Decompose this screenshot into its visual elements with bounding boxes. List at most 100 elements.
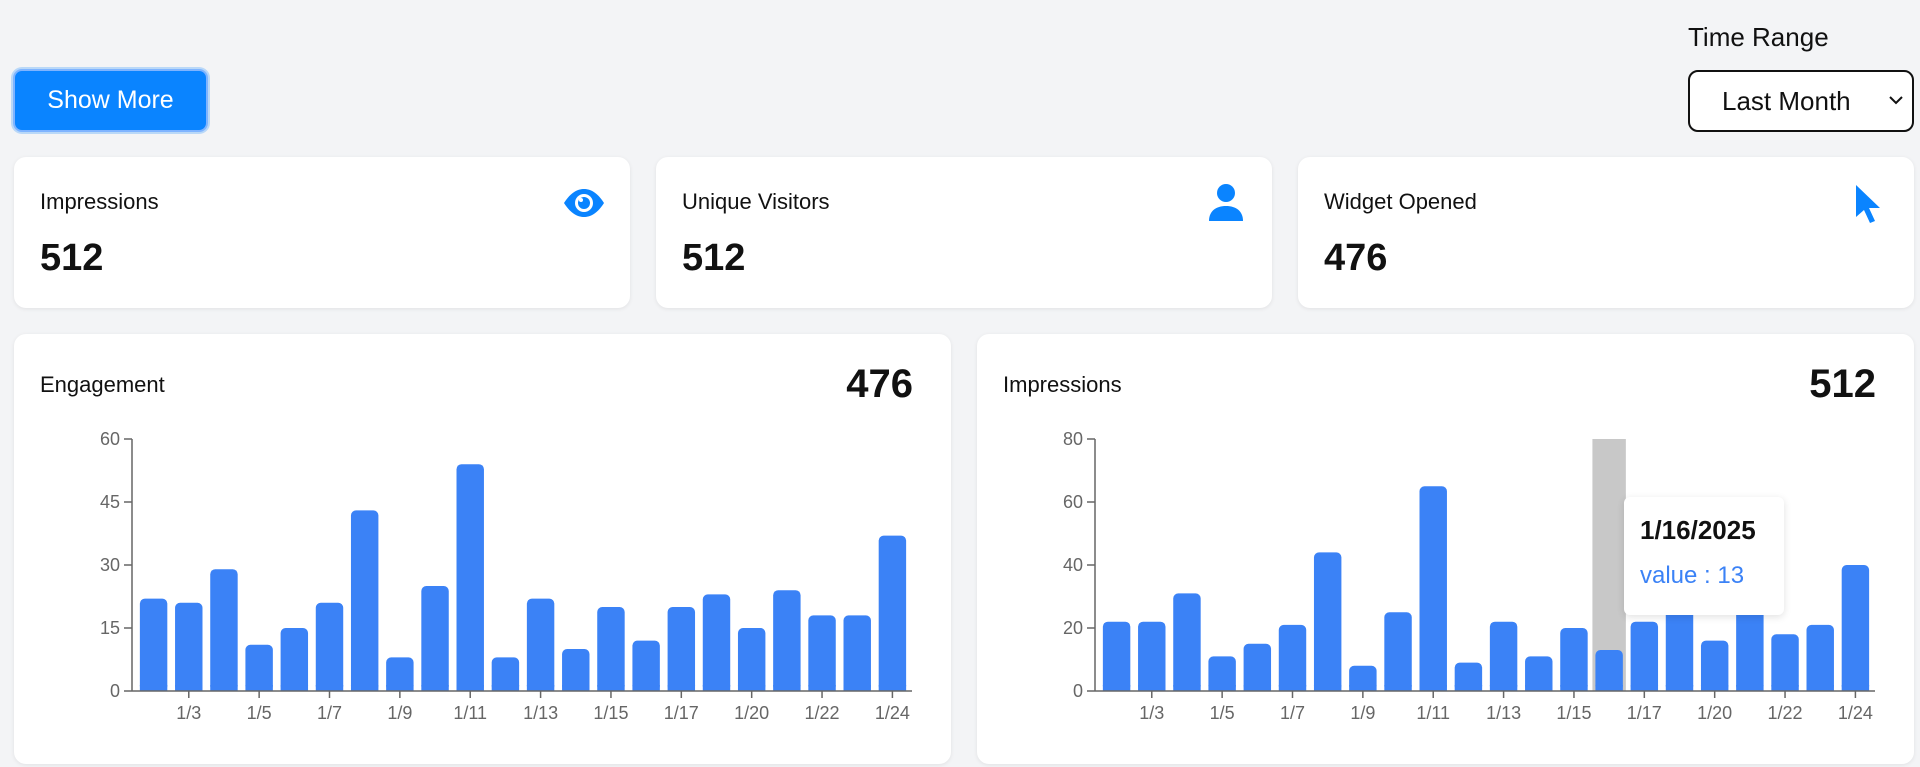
x-tick-label: 1/13	[523, 703, 558, 723]
bar-1-10[interactable]	[1384, 612, 1412, 691]
bar-base	[1630, 685, 1659, 691]
bar-1-6[interactable]	[1243, 643, 1272, 691]
show-more-button[interactable]: Show More	[13, 69, 208, 132]
bar-1-6[interactable]	[280, 628, 309, 691]
x-tick-label: 1/15	[1556, 703, 1591, 723]
bar-base	[421, 685, 449, 691]
x-tick-label: 1/9	[387, 703, 412, 723]
bar-1-21[interactable]	[1736, 602, 1764, 691]
x-tick-label: 1/13	[1486, 703, 1521, 723]
bar-1-9[interactable]	[1349, 665, 1377, 691]
chevron-down-icon	[1889, 96, 1903, 105]
x-tick-label: 1/7	[1280, 703, 1305, 723]
bar-1-10[interactable]	[421, 586, 449, 691]
chart-total: 476	[846, 362, 913, 406]
bar-base	[1841, 685, 1870, 691]
x-tick-label: 1/3	[1139, 703, 1164, 723]
stat-title: Unique Visitors	[682, 189, 830, 214]
tooltip-date: 1/16/2025	[1640, 515, 1756, 545]
bar-base	[737, 685, 766, 691]
bar-1-23[interactable]	[843, 615, 871, 691]
bar-base	[1700, 685, 1729, 691]
bar-1-5[interactable]	[245, 644, 273, 691]
bar-1-15[interactable]	[1560, 628, 1588, 691]
bar-1-21[interactable]	[773, 590, 801, 691]
bar-1-3[interactable]	[175, 602, 203, 691]
bar-1-20[interactable]	[737, 628, 766, 691]
y-tick-label: 30	[100, 555, 120, 575]
bar-1-17[interactable]	[1630, 621, 1659, 691]
bar-1-17[interactable]	[667, 607, 696, 691]
bar-1-14[interactable]	[1525, 656, 1553, 691]
x-tick-label: 1/22	[805, 703, 840, 723]
impressions-bar-chart: 0 20 40 60 80 1/3 1/5 1/7 1/9 1/11 1/13 1/15 1/17 1/2…	[1063, 429, 1875, 723]
stat-card-widget-opened: Widget Opened 476	[1298, 157, 1914, 308]
bar-1-16[interactable]	[1595, 650, 1623, 691]
bar-1-18[interactable]	[702, 594, 731, 691]
chart-total: 512	[1809, 362, 1876, 406]
bar-base	[456, 685, 484, 691]
stat-card-unique-visitors: Unique Visitors 512	[656, 157, 1272, 308]
bar-1-24[interactable]	[1841, 565, 1870, 691]
bar-1-22[interactable]	[808, 615, 836, 691]
chart-tooltip: 1/16/2025 value : 13	[1624, 497, 1784, 615]
stat-title: Widget Opened	[1324, 189, 1477, 214]
y-tick-label: 60	[100, 429, 120, 449]
chart-title: Engagement	[40, 372, 165, 397]
bar-base	[1806, 685, 1834, 691]
bar-base	[350, 685, 379, 691]
bar-1-20[interactable]	[1700, 640, 1729, 691]
bar-1-12[interactable]	[491, 657, 520, 691]
bar-base	[1349, 685, 1377, 691]
bar-1-14[interactable]	[562, 649, 590, 691]
bar-1-4[interactable]	[1173, 593, 1201, 691]
bar-base	[280, 685, 309, 691]
bar-1-5[interactable]	[1208, 656, 1236, 691]
bar-base	[597, 685, 625, 691]
bar-1-13[interactable]	[1489, 621, 1518, 691]
bar-1-9[interactable]	[386, 657, 414, 691]
bar-1-4[interactable]	[210, 569, 238, 691]
time-range-select[interactable]: Last Month	[1688, 70, 1914, 132]
bar-1-7[interactable]	[315, 602, 344, 691]
bar-1-8[interactable]	[1313, 552, 1342, 691]
bar-base	[1208, 685, 1236, 691]
bar-1-11[interactable]	[456, 464, 484, 691]
x-tick-label: 1/11	[1416, 703, 1450, 723]
chart-title: Impressions	[1003, 372, 1122, 397]
engagement-chart-card: Engagement 476 0 15 30 45 60 1/3 1/5 1/7 1/9 1/11…	[14, 334, 951, 764]
y-tick-label: 0	[110, 681, 120, 701]
bar-base	[843, 685, 871, 691]
bar-1-15[interactable]	[597, 607, 625, 691]
time-range-selected-value: Last Month	[1722, 85, 1851, 116]
stat-value: 512	[682, 237, 746, 279]
bar-1-2[interactable]	[139, 598, 168, 691]
bar-1-11[interactable]	[1419, 486, 1447, 691]
bar-1-16[interactable]	[632, 640, 660, 691]
bar-1-22[interactable]	[1771, 634, 1799, 691]
engagement-bar-chart: 0 15 30 45 60 1/3 1/5 1/7 1/9 1/11 1/13 1/15 1/17 1/2…	[100, 429, 912, 723]
y-tick-label: 45	[100, 492, 120, 512]
bar-1-18[interactable]	[1665, 609, 1694, 691]
x-tick-label: 1/5	[247, 703, 272, 723]
x-tick-label: 1/17	[664, 703, 699, 723]
bar-1-12[interactable]	[1454, 662, 1483, 691]
bar-1-23[interactable]	[1806, 624, 1834, 691]
bar-1-2[interactable]	[1102, 621, 1131, 691]
y-tick-label: 60	[1063, 492, 1083, 512]
bar-1-7[interactable]	[1278, 624, 1307, 691]
stat-card-impressions: Impressions 512	[14, 157, 630, 308]
bar-base	[210, 685, 238, 691]
x-tick-label: 1/3	[176, 703, 201, 723]
bar-base	[1489, 685, 1518, 691]
x-tick-label: 1/24	[1838, 703, 1873, 723]
bar-1-3[interactable]	[1138, 621, 1166, 691]
bar-1-8[interactable]	[350, 510, 379, 691]
bar-base	[139, 685, 168, 691]
bar-base	[1736, 685, 1764, 691]
bar-base	[1384, 685, 1412, 691]
bar-1-13[interactable]	[526, 598, 555, 691]
stat-title: Impressions	[40, 189, 159, 214]
stat-value: 476	[1324, 237, 1388, 279]
bar-1-24[interactable]	[878, 535, 907, 691]
